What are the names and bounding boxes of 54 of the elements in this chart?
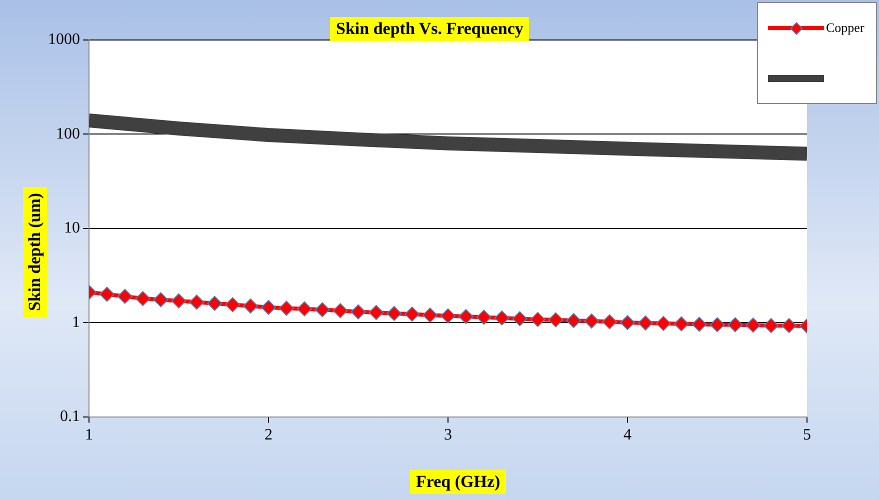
point: [692, 316, 707, 332]
point: [368, 305, 384, 320]
point: [656, 316, 671, 331]
point: [620, 315, 635, 330]
point: [278, 300, 294, 316]
point: [638, 316, 653, 331]
point: [314, 302, 330, 318]
y-axis-title: Skin depth (um): [23, 186, 47, 318]
point: [243, 298, 258, 314]
point: [296, 301, 312, 316]
point: [261, 300, 276, 315]
point: [440, 308, 456, 324]
x-tick-label: 3: [444, 426, 452, 444]
point: [602, 314, 618, 330]
point: [153, 292, 168, 308]
point: [117, 288, 132, 304]
point: [584, 313, 600, 328]
x-tick-label: 5: [803, 426, 811, 444]
y-tick-label: 0.1: [60, 408, 80, 426]
y-tick-label: 10: [64, 220, 80, 237]
point: [458, 309, 474, 324]
point: [782, 318, 797, 334]
point: [728, 317, 743, 332]
point: [710, 317, 725, 332]
x-tick-label: 2: [264, 426, 272, 444]
point: [494, 310, 510, 326]
point: [171, 293, 186, 308]
point: [225, 297, 240, 312]
y-tick-label: 1000: [48, 31, 80, 48]
x-tick-label: 1: [85, 426, 93, 444]
point: [404, 306, 420, 322]
point: [746, 318, 761, 333]
point: [189, 294, 204, 310]
point: [764, 318, 779, 334]
point: [674, 316, 689, 332]
y-tick-label: 100: [56, 125, 80, 142]
x-axis-title: Freq (GHz): [410, 470, 506, 494]
legend-box: Copper: [757, 2, 877, 104]
point: [207, 296, 222, 311]
point: [332, 303, 348, 318]
point: [386, 306, 402, 321]
point: [99, 286, 114, 302]
point: [566, 313, 582, 328]
legend-label: Copper: [826, 20, 864, 36]
y-tick-label: 1: [72, 314, 80, 331]
point: [476, 310, 492, 325]
point: [350, 304, 366, 320]
point: [135, 291, 150, 306]
point: [422, 308, 438, 323]
point: [512, 311, 528, 326]
chart-title: Skin depth Vs. Frequency: [330, 17, 530, 41]
point: [548, 312, 564, 328]
point: [530, 312, 546, 327]
x-tick-label: 4: [624, 426, 632, 444]
